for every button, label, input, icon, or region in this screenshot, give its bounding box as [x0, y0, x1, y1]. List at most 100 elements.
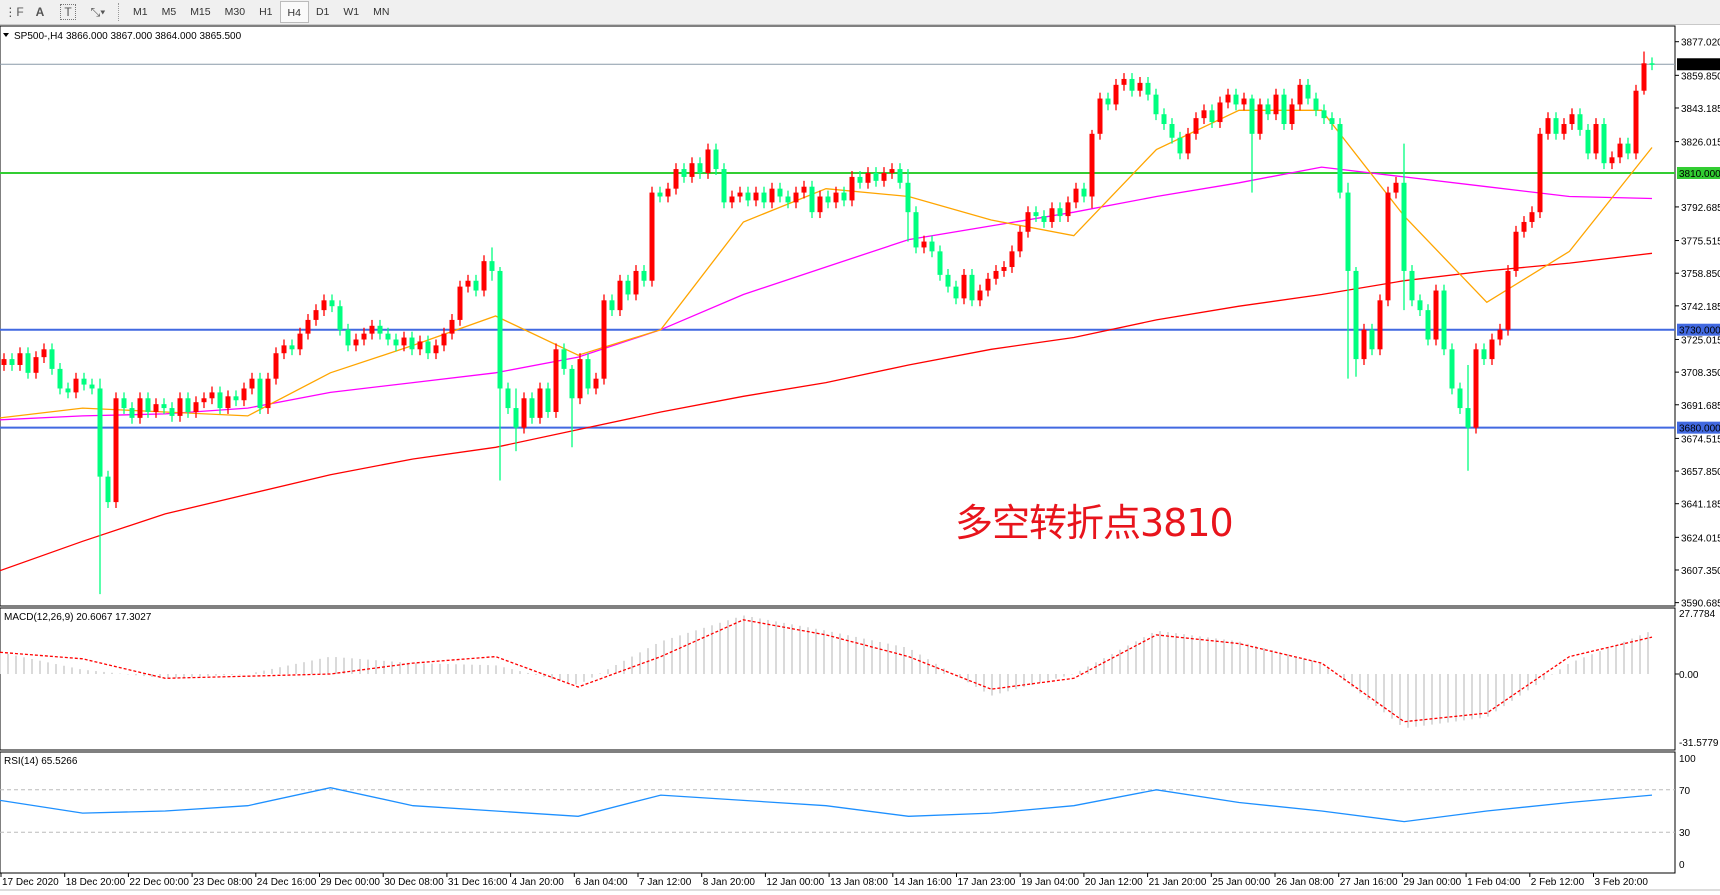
candle	[257, 372, 263, 414]
candle-body	[1233, 94, 1239, 105]
candle	[449, 314, 455, 340]
candle-body	[1497, 329, 1503, 340]
candle-body	[857, 176, 863, 183]
candle	[929, 235, 935, 258]
candle-body	[777, 188, 783, 197]
candle	[609, 294, 615, 316]
timeframe-h1[interactable]: H1	[259, 6, 273, 18]
candle-body	[1529, 212, 1535, 222]
candle	[1569, 108, 1575, 130]
rsi-axis-label: 100	[1679, 754, 1696, 765]
candle	[729, 190, 735, 209]
candle-body	[761, 192, 767, 203]
candle-body	[1473, 349, 1479, 428]
candle	[593, 372, 599, 395]
timeframe-d1[interactable]: D1	[315, 6, 330, 18]
candle-body	[1417, 300, 1423, 311]
candle-body	[521, 398, 527, 428]
grid-font-icon[interactable]: ⋮F	[4, 5, 24, 19]
candle-body	[529, 398, 535, 418]
price-tick-label: 3607.350	[1681, 566, 1720, 577]
candle	[649, 186, 655, 287]
price-tick-label: 3877.020	[1681, 38, 1720, 49]
candle-body	[1441, 290, 1447, 350]
candle	[1169, 118, 1175, 144]
candle-body	[1553, 118, 1559, 134]
candle-body	[1001, 267, 1007, 271]
candle	[481, 255, 487, 297]
candle	[849, 171, 855, 207]
candle	[409, 331, 415, 356]
candle-body	[81, 378, 87, 385]
candle	[121, 392, 127, 414]
candle	[1369, 323, 1375, 356]
candle-body	[129, 408, 135, 418]
candle-body	[1321, 110, 1327, 119]
candle	[497, 267, 503, 481]
annotation-text: 多空转折点3810	[955, 501, 1234, 545]
rsi-axis-label: 30	[1679, 828, 1691, 839]
timeframe-m30[interactable]: M30	[224, 6, 246, 18]
candle	[1057, 202, 1063, 222]
candle	[1113, 78, 1119, 111]
candle	[1161, 108, 1167, 130]
candle-body	[665, 188, 671, 197]
candle	[1177, 131, 1183, 160]
candle-body	[729, 196, 735, 203]
candle	[1217, 96, 1223, 128]
candle	[897, 163, 903, 189]
candle-body	[1609, 157, 1615, 164]
candle	[129, 402, 135, 424]
candle	[417, 335, 423, 356]
candle	[489, 247, 495, 281]
candle-body	[489, 261, 495, 271]
candle-body	[497, 270, 503, 389]
candle-body	[1345, 192, 1351, 271]
text-A-icon[interactable]: A	[35, 5, 45, 19]
candle-body	[1313, 98, 1319, 111]
timeframe-mn[interactable]: MN	[373, 6, 390, 18]
candle-body	[1521, 221, 1527, 232]
candle-body	[1201, 110, 1207, 119]
time-tick-label: 17 Jan 23:00	[958, 877, 1016, 888]
candle-body	[841, 192, 847, 201]
candle	[1193, 112, 1199, 140]
timeframe-w1[interactable]: W1	[343, 6, 360, 18]
candle-body	[633, 270, 639, 295]
candle	[161, 398, 167, 414]
candle-body	[1593, 124, 1599, 154]
candle	[1137, 77, 1143, 97]
candle	[673, 163, 679, 195]
candle	[377, 319, 383, 340]
candle-body	[849, 176, 855, 201]
candle-body	[945, 274, 951, 287]
timeframe-m5[interactable]: M5	[161, 6, 177, 18]
price-tick-label: 3758.850	[1681, 269, 1720, 280]
price-tick-label: 3859.850	[1681, 71, 1720, 82]
candle-body	[593, 378, 599, 389]
candle-body	[817, 196, 823, 213]
candle-body	[73, 378, 79, 393]
timeframe-m1[interactable]: M1	[133, 6, 148, 18]
candle	[345, 323, 351, 352]
candle-body	[1081, 188, 1087, 197]
timeframe-h4[interactable]: H4	[279, 1, 309, 23]
candle-body	[1113, 84, 1119, 105]
candle	[793, 186, 799, 209]
candle-body	[1161, 114, 1167, 125]
candle	[857, 171, 863, 189]
candle	[73, 372, 79, 399]
timeframe-m15[interactable]: M15	[190, 6, 211, 18]
candle	[905, 169, 911, 242]
candle-body	[401, 337, 407, 346]
price-tick-label: 3641.185	[1681, 500, 1720, 511]
candle	[25, 347, 31, 379]
candle-body	[553, 349, 559, 412]
candle	[265, 372, 271, 414]
text-label-icon[interactable]: T	[60, 4, 76, 20]
candle-body	[1433, 290, 1439, 340]
line-tools-icon[interactable]: ⤡▾	[90, 4, 106, 19]
candle	[337, 300, 343, 336]
candle-body	[601, 300, 607, 379]
